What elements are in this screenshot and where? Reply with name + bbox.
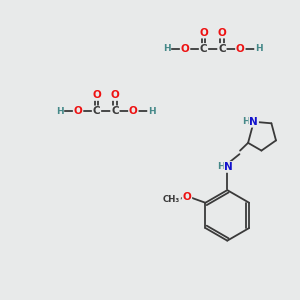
Text: H: H [242, 117, 250, 126]
Text: C: C [93, 106, 100, 116]
Text: O: O [183, 192, 191, 203]
Text: N: N [249, 117, 258, 127]
Text: H: H [217, 162, 225, 171]
Text: O: O [199, 28, 208, 38]
Text: H: H [255, 44, 262, 53]
Text: O: O [218, 28, 226, 38]
Text: H: H [163, 44, 170, 53]
Text: C: C [218, 44, 226, 54]
Text: O: O [74, 106, 82, 116]
Text: O: O [92, 90, 101, 100]
Text: O: O [111, 90, 119, 100]
Text: O: O [181, 44, 189, 54]
Text: C: C [111, 106, 119, 116]
Text: CH₃: CH₃ [163, 195, 180, 204]
Text: N: N [224, 162, 233, 172]
Text: O: O [236, 44, 245, 54]
Text: H: H [56, 107, 64, 116]
Text: C: C [200, 44, 207, 54]
Text: H: H [148, 107, 156, 116]
Text: O: O [129, 106, 138, 116]
